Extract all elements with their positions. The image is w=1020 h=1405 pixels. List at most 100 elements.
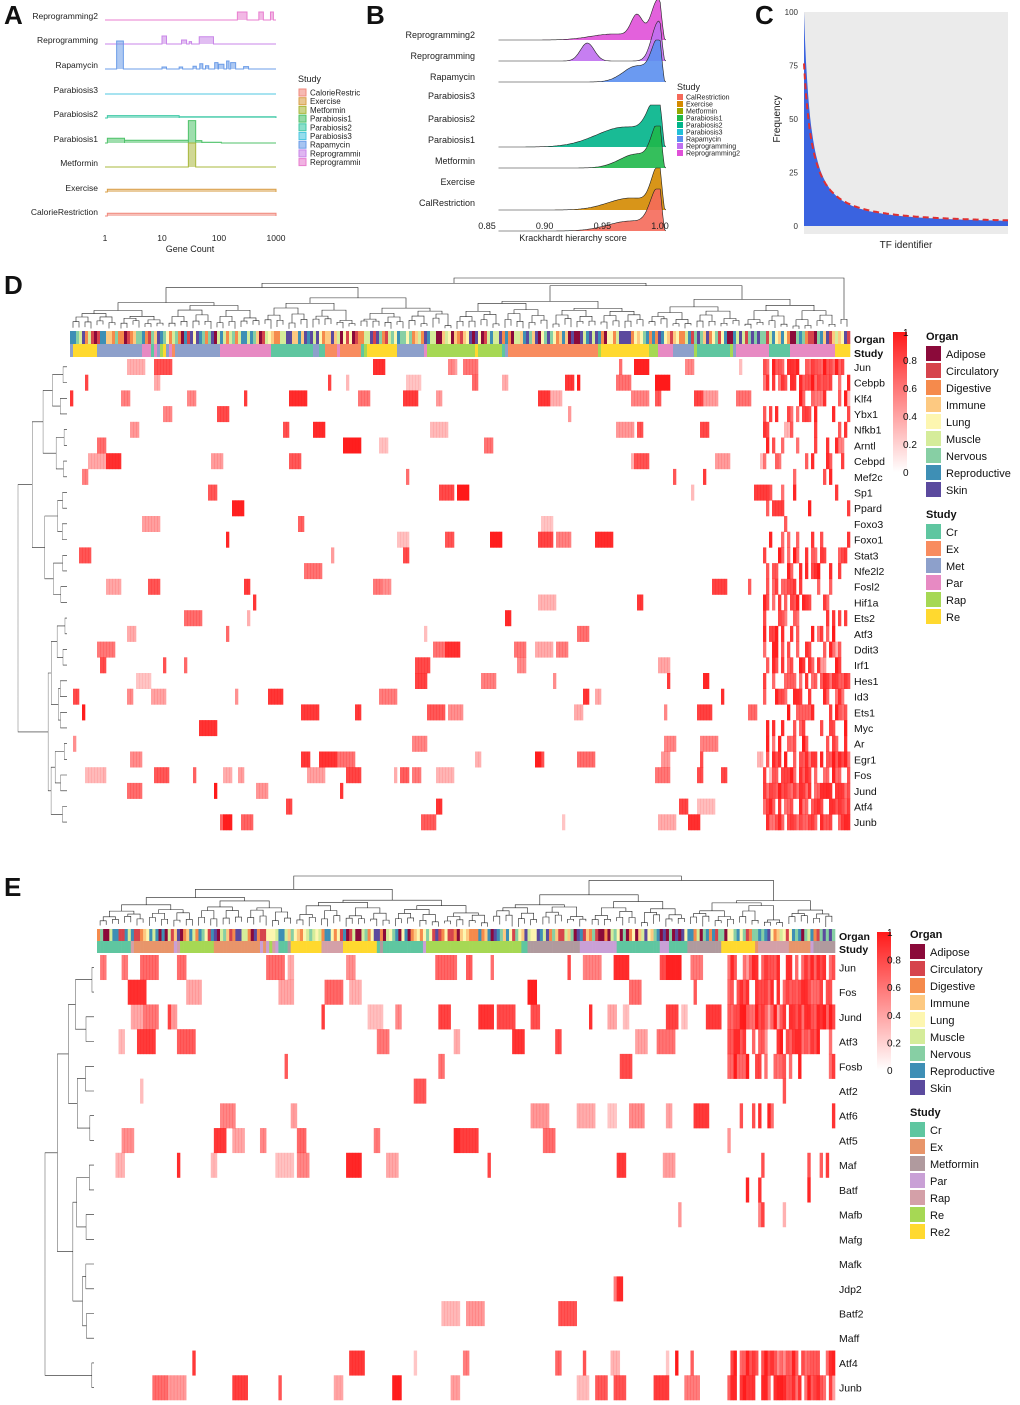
- heatmap-cell: [770, 979, 774, 1005]
- heatmap-cell: [376, 359, 380, 375]
- heatmap-cell: [766, 735, 770, 752]
- heatmap-cell: [148, 673, 152, 689]
- organ-annotation-cell: [313, 331, 317, 344]
- heatmap-cell: [763, 547, 767, 564]
- organ-annotation-cell: [718, 929, 722, 941]
- organ-annotation-cell: [580, 331, 584, 344]
- study-annotation-cell: [523, 344, 527, 357]
- study-annotation-cell: [831, 941, 836, 953]
- heatmap-cell: [121, 1029, 125, 1055]
- organ-annotation-cell: [293, 929, 298, 941]
- heatmap-cell: [770, 1004, 774, 1030]
- heatmap-cell: [100, 437, 104, 454]
- organ-annotation-cell: [312, 929, 316, 941]
- heatmap-cell: [278, 1375, 282, 1401]
- organ-annotation-cell: [82, 331, 86, 344]
- heatmap-cell: [748, 704, 752, 721]
- study-annotation-cell: [386, 941, 390, 953]
- heatmap-cell: [811, 798, 815, 815]
- heatmap-cell: [509, 1004, 513, 1030]
- heatmap-cell: [766, 782, 770, 799]
- heatmap-cell: [466, 1301, 470, 1327]
- organ-annotation-cell: [309, 929, 313, 941]
- study-annotation-cell: [158, 941, 162, 953]
- heatmap-cell: [292, 390, 296, 407]
- study-annotation-cell: [475, 941, 479, 953]
- heatmap-cell: [564, 1301, 568, 1327]
- heatmap-cell: [658, 814, 662, 831]
- study-annotation-cell: [373, 941, 378, 953]
- organ-annotation-cell: [487, 331, 491, 344]
- heatmap-cell: [460, 484, 464, 501]
- heatmap-cell: [577, 625, 581, 642]
- heatmap-cell: [672, 1029, 676, 1055]
- heatmap-cell: [781, 531, 785, 548]
- heatmap-cell: [838, 374, 842, 391]
- row-label-mafb: Mafb: [839, 1210, 863, 1222]
- heatmap-cell: [781, 437, 785, 454]
- heatmap-cell: [361, 1350, 365, 1376]
- heatmap-cell: [793, 468, 797, 485]
- a-xtick-100: 100: [212, 233, 226, 243]
- heatmap-cell: [681, 1004, 685, 1030]
- heatmap-cell: [319, 563, 323, 580]
- heatmap-cell: [232, 1128, 236, 1154]
- study-annotation-cell: [532, 344, 536, 357]
- study-annotation-cell: [832, 344, 836, 357]
- organ-annotation-cell: [785, 929, 790, 941]
- organ-annotation-cell: [667, 331, 671, 344]
- heatmap-cell: [769, 625, 773, 642]
- heatmap-cell: [661, 751, 665, 768]
- study-annotation-cell: [247, 941, 252, 953]
- organ-annotation-cell: [469, 929, 473, 941]
- study-annotation-cell: [730, 344, 734, 357]
- heatmap-cell: [447, 1004, 451, 1030]
- heatmap-cell: [115, 1152, 119, 1178]
- a-xtick-1: 1: [103, 233, 108, 243]
- heatmap-cell: [635, 979, 639, 1005]
- a-line-rapamycin: [105, 40, 276, 70]
- study-annotation-cell: [166, 344, 170, 357]
- heatmap-cell: [530, 979, 534, 1005]
- heatmap-cell: [790, 578, 794, 595]
- heatmap-cell: [832, 406, 836, 423]
- heatmap-cell: [838, 704, 842, 721]
- heatmap-cell: [805, 641, 809, 658]
- a-bar-reprogramming: [199, 36, 214, 44]
- organ-annotation-cell: [127, 929, 132, 941]
- heatmap-cell: [784, 374, 788, 391]
- heatmap-cell: [664, 657, 668, 674]
- heatmap-cell: [758, 1202, 762, 1228]
- organ-annotation-cell: [787, 331, 791, 344]
- organ-annotation-cell: [782, 929, 787, 941]
- heatmap-cell: [781, 814, 785, 831]
- organ-annotation-cell: [769, 331, 773, 344]
- heatmap-cell: [847, 390, 851, 407]
- study-annotation-cell: [235, 941, 239, 953]
- heatmap-cell: [88, 547, 92, 564]
- study-legend-label-par: Par: [930, 1176, 947, 1188]
- heatmap-cell: [331, 751, 335, 768]
- heatmap-cell: [802, 594, 806, 611]
- heatmap-cell: [550, 390, 554, 407]
- heatmap-cell: [418, 657, 422, 674]
- organ-annotation-cell: [805, 331, 809, 344]
- heatmap-cell: [760, 751, 764, 768]
- organ-legend-label-circulatory: Circulatory: [930, 964, 983, 976]
- study-annotation-cell: [709, 344, 713, 357]
- study-annotation-cell: [544, 344, 548, 357]
- study-annotation-cell: [176, 941, 181, 953]
- panel-label-c: C: [755, 0, 774, 30]
- study-legend-label-re: Re: [930, 1210, 944, 1222]
- heatmap-cell: [772, 359, 776, 375]
- heatmap-cell: [832, 625, 836, 642]
- organ-annotation-cell: [826, 331, 830, 344]
- study-annotation-cell: [801, 941, 805, 953]
- organ-annotation-cell: [457, 331, 461, 344]
- organ-annotation-cell: [841, 331, 845, 344]
- a-bar-reprogramming: [162, 36, 167, 44]
- organ-annotation-cell: [94, 331, 98, 344]
- heatmap-cell: [802, 720, 806, 737]
- heatmap-cell: [810, 955, 814, 981]
- color-scale-tick-0-8: 0.8: [903, 356, 917, 367]
